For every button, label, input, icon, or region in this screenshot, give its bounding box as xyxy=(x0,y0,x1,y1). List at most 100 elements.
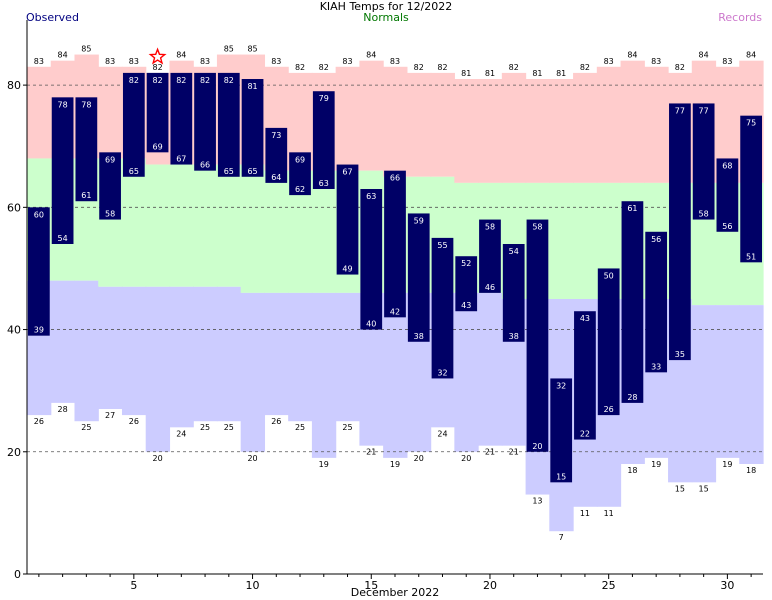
observed-low-label: 67 xyxy=(176,155,186,164)
record-low-band xyxy=(383,292,408,458)
record-high-band xyxy=(549,79,574,183)
record-high-band xyxy=(98,66,123,159)
record-low-band xyxy=(74,280,99,422)
record-low-label: 7 xyxy=(559,533,564,542)
observed-low-label: 20 xyxy=(532,442,542,451)
observed-bar xyxy=(122,72,145,177)
record-low-label: 15 xyxy=(675,484,685,493)
observed-low-label: 49 xyxy=(342,265,352,274)
observed-bar xyxy=(194,72,216,171)
record-high-label: 85 xyxy=(247,45,257,54)
observed-bar xyxy=(51,97,74,244)
observed-high-label: 69 xyxy=(295,155,305,164)
normal-band xyxy=(216,164,242,287)
observed-high-label: 81 xyxy=(247,82,257,91)
record-low-band xyxy=(311,292,337,458)
record-low-band xyxy=(478,292,503,446)
record-low-band xyxy=(715,305,740,458)
record-star-icon xyxy=(148,47,167,65)
x-tick-label: 15 xyxy=(364,579,378,592)
observed-low-label: 54 xyxy=(58,234,68,243)
record-high-band xyxy=(596,66,622,183)
legend-observed: Observed xyxy=(26,11,79,24)
observed-low-label: 26 xyxy=(604,405,614,414)
observed-bar xyxy=(28,207,50,336)
observed-high-label: 73 xyxy=(271,131,281,140)
observed-high-label: 55 xyxy=(437,241,447,250)
observed-low-label: 22 xyxy=(580,430,590,439)
record-high-label: 82 xyxy=(509,63,519,72)
record-low-band xyxy=(98,286,123,409)
record-low-label: 21 xyxy=(366,448,376,457)
legend-normals: Normals xyxy=(363,11,409,24)
observed-high-label: 79 xyxy=(319,94,329,103)
observed-low-label: 63 xyxy=(319,179,329,188)
legend-records: Records xyxy=(718,11,762,24)
record-low-label: 11 xyxy=(604,509,614,518)
record-low-label: 13 xyxy=(532,497,542,506)
record-high-band xyxy=(573,72,598,183)
y-tick-label: 60 xyxy=(7,201,21,214)
x-tick-label: 30 xyxy=(720,579,734,592)
observed-bar xyxy=(289,152,311,196)
normal-band xyxy=(240,164,266,293)
observed-bars xyxy=(28,72,762,483)
record-low-band xyxy=(691,305,717,483)
record-high-label: 82 xyxy=(580,63,590,72)
record-low-label: 26 xyxy=(129,417,139,426)
observed-low-label: 15 xyxy=(556,472,566,481)
record-low-label: 25 xyxy=(81,423,91,432)
observed-low-label: 64 xyxy=(271,173,281,182)
observed-low-label: 58 xyxy=(699,210,709,219)
record-low-band xyxy=(240,292,266,452)
observed-low-label: 38 xyxy=(414,332,424,341)
record-high-label: 83 xyxy=(129,57,139,66)
record-low-band xyxy=(145,286,171,452)
y-tick-label: 20 xyxy=(7,446,21,459)
x-tick-label: 10 xyxy=(246,579,260,592)
record-low-label: 20 xyxy=(152,454,162,463)
observed-low-label: 56 xyxy=(722,222,732,231)
record-high-label: 82 xyxy=(152,63,162,72)
record-low-label: 27 xyxy=(105,411,115,420)
normal-band xyxy=(145,164,171,287)
record-low-label: 18 xyxy=(746,466,756,475)
value-labels: 60 39 83 26 78 54 84 28 78 61 85 25 69 58 83 27 82 65 83 26… xyxy=(34,45,756,543)
observed-bar xyxy=(479,219,501,293)
observed-bar xyxy=(716,158,739,232)
record-high-band xyxy=(501,72,527,183)
y-tick-label: 80 xyxy=(7,79,21,92)
record-high-band xyxy=(335,66,360,171)
record-high-label: 85 xyxy=(81,45,91,54)
observed-high-label: 78 xyxy=(81,100,91,109)
observed-bar xyxy=(526,219,549,452)
observed-low-label: 61 xyxy=(81,191,91,200)
record-low-band xyxy=(169,286,194,428)
record-high-label: 83 xyxy=(105,57,115,66)
record-high-label: 83 xyxy=(390,57,400,66)
record-high-band xyxy=(620,60,645,183)
record-low-label: 19 xyxy=(651,460,661,469)
observed-bar xyxy=(455,256,478,312)
record-low-label: 25 xyxy=(295,423,305,432)
normal-band xyxy=(193,164,218,287)
record-high-label: 82 xyxy=(319,63,329,72)
observed-high-label: 32 xyxy=(556,381,566,390)
observed-low-label: 58 xyxy=(105,210,115,219)
record-high-label: 83 xyxy=(200,57,210,66)
observed-high-label: 56 xyxy=(651,235,661,244)
record-high-band xyxy=(478,79,503,183)
record-low-label: 19 xyxy=(722,460,732,469)
x-tick-label: 25 xyxy=(602,579,616,592)
observed-low-label: 28 xyxy=(627,393,637,402)
record-high-label: 83 xyxy=(271,57,281,66)
record-high-band xyxy=(525,79,550,183)
observed-bar xyxy=(574,311,596,440)
record-high-label: 82 xyxy=(414,63,424,72)
record-high-label: 81 xyxy=(461,69,471,78)
observed-high-label: 58 xyxy=(485,223,495,232)
record-low-band xyxy=(121,286,147,416)
record-high-band xyxy=(406,72,432,177)
observed-high-label: 61 xyxy=(627,204,637,213)
